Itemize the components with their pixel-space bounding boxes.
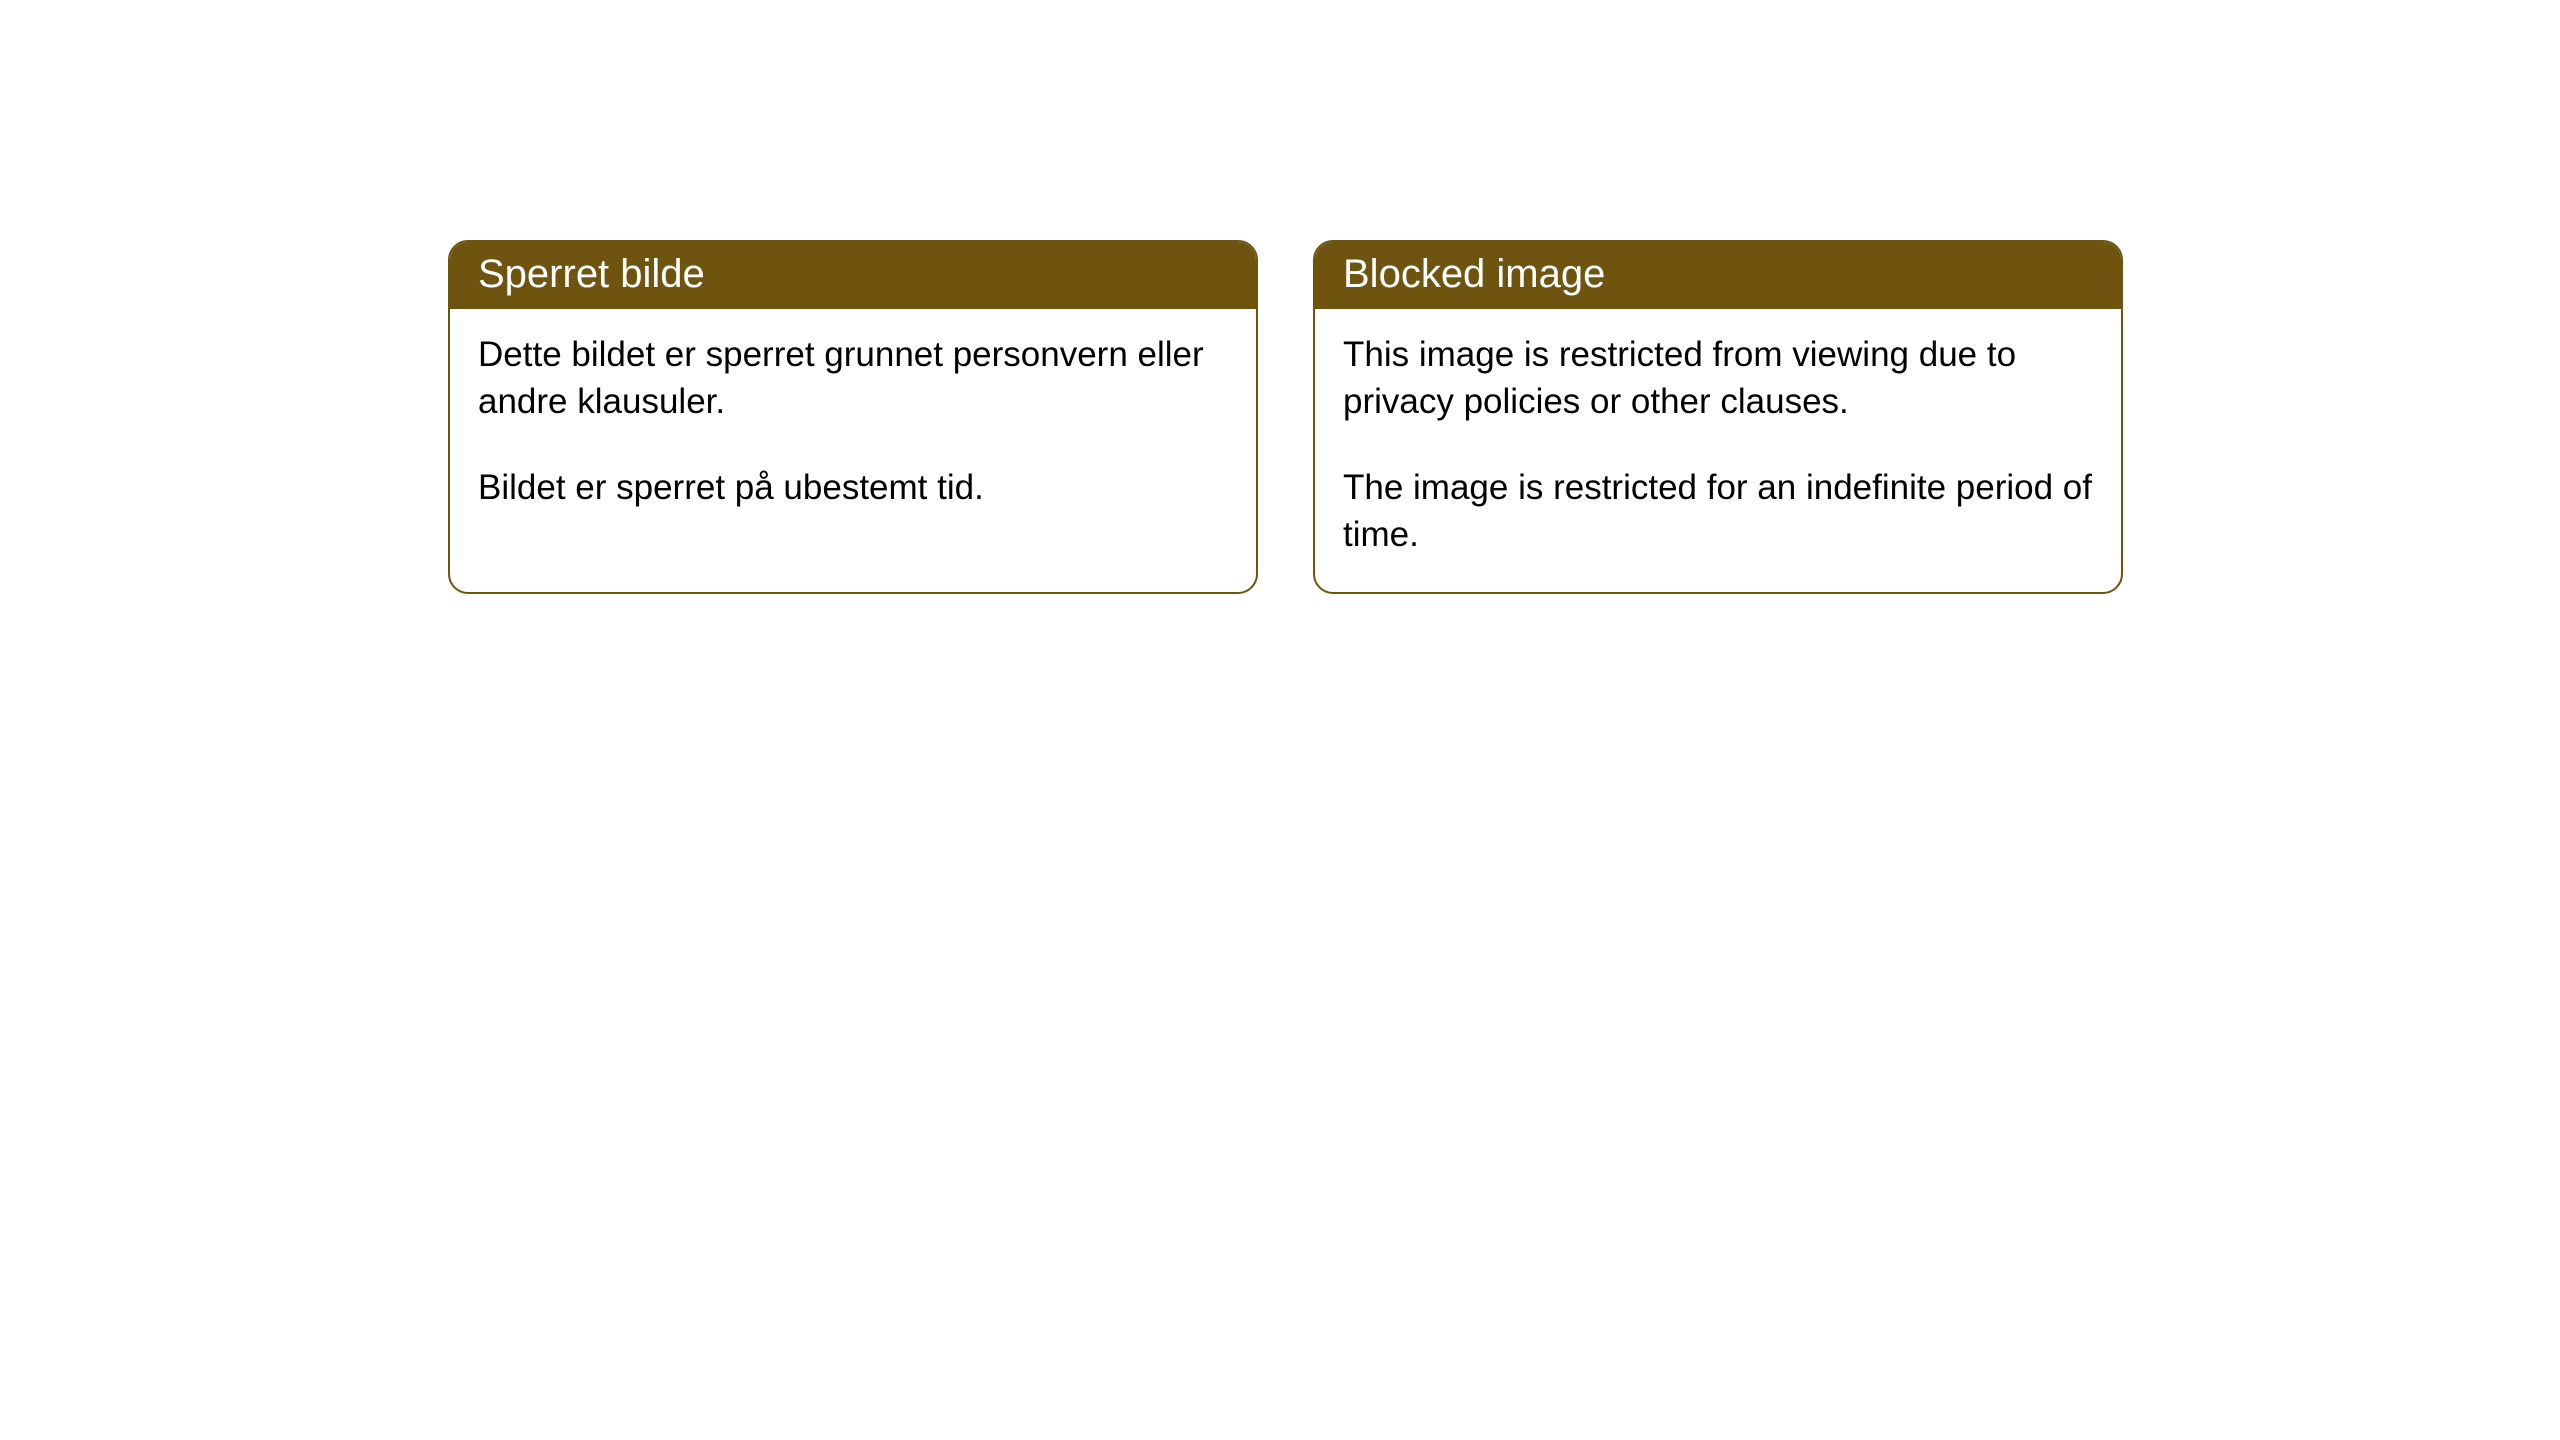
notice-card-title: Blocked image xyxy=(1315,242,2121,309)
notice-cards-row: Sperret bilde Dette bildet er sperret gr… xyxy=(448,240,2123,594)
notice-paragraph: This image is restricted from viewing du… xyxy=(1343,331,2093,426)
notice-card-norwegian: Sperret bilde Dette bildet er sperret gr… xyxy=(448,240,1258,594)
notice-paragraph: Bildet er sperret på ubestemt tid. xyxy=(478,464,1228,511)
notice-card-body: This image is restricted from viewing du… xyxy=(1315,309,2121,592)
notice-paragraph: The image is restricted for an indefinit… xyxy=(1343,464,2093,559)
notice-card-body: Dette bildet er sperret grunnet personve… xyxy=(450,309,1256,545)
notice-paragraph: Dette bildet er sperret grunnet personve… xyxy=(478,331,1228,426)
notice-card-title: Sperret bilde xyxy=(450,242,1256,309)
notice-card-english: Blocked image This image is restricted f… xyxy=(1313,240,2123,594)
